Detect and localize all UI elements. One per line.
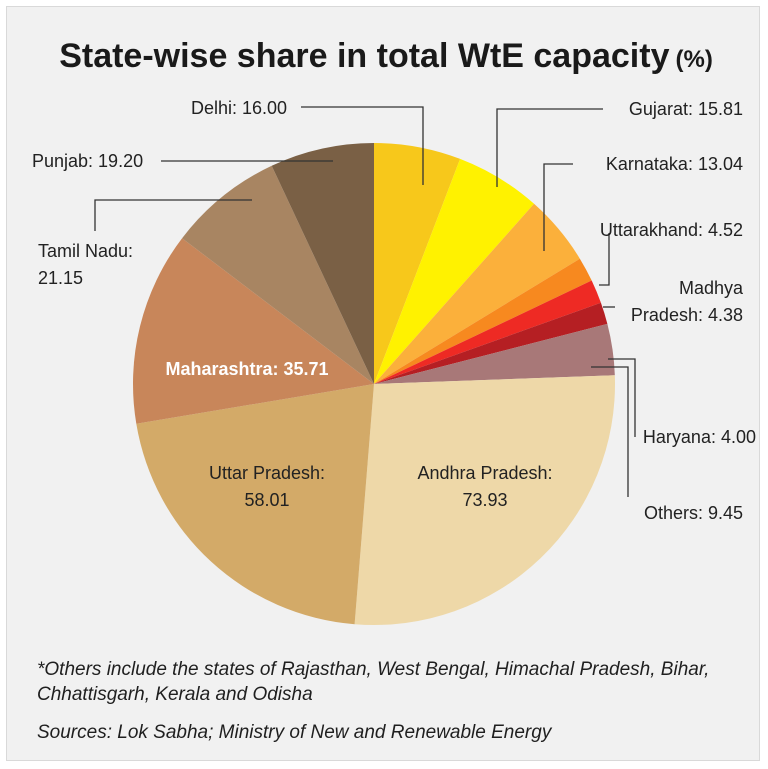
slice-label-line: 58.01 <box>244 490 289 510</box>
pie-slice-andhra-pradesh <box>354 375 616 626</box>
slice-label-uttar-pradesh: Uttar Pradesh: 58.01 <box>209 463 325 510</box>
slice-label-haryana: Haryana: 4.00 <box>643 427 756 447</box>
slice-label-line: Andhra Pradesh: <box>417 463 552 483</box>
chart-title: State-wise share in total WtE capacity <box>59 37 669 75</box>
leader-line-others <box>591 366 629 497</box>
slice-label-line: Uttar Pradesh: <box>209 463 325 483</box>
slice-label-maharashtra: Maharashtra: 35.71 <box>165 359 328 379</box>
pie-slice-uttarakhand <box>374 258 592 384</box>
slice-labels: Delhi: 16.00 Gujarat: 15.81 Karnataka: 13.… <box>32 98 756 523</box>
chart-title-group: State-wise share in total WtE capacity (%… <box>59 37 713 75</box>
pie-slice-haryana <box>374 302 608 384</box>
pie-slices <box>132 143 616 626</box>
slice-label-line: 21.15 <box>38 268 83 288</box>
leader-lines <box>94 106 636 497</box>
leader-line-karnataka <box>543 163 573 251</box>
slice-label-line: 73.93 <box>462 490 507 510</box>
slice-label-others: Others: 9.45 <box>644 503 743 523</box>
leader-line-delhi <box>301 106 424 185</box>
slice-label-punjab: Punjab: 19.20 <box>32 151 143 171</box>
slice-label-andhra-pradesh: Andhra Pradesh: 73.93 <box>417 463 552 510</box>
slice-label-delhi: Delhi: 16.00 <box>191 98 287 118</box>
slice-label-line: Tamil Nadu: <box>38 241 133 261</box>
footnote: *Others include the states of Rajasthan,… <box>37 659 710 705</box>
leader-line-uttarakhand <box>599 233 610 286</box>
slice-label-uttarakhand: Uttarakhand: 4.52 <box>600 220 743 240</box>
pie-slice-maharashtra <box>132 238 374 424</box>
slice-label-line: Pradesh: 4.38 <box>631 305 743 325</box>
slice-label-line: Madhya <box>679 278 744 298</box>
pie-slice-punjab <box>271 143 374 384</box>
pie-slice-madhya-pradesh <box>374 280 601 384</box>
chart-frame: State-wise share in total WtE capacity (%… <box>6 6 760 761</box>
slice-label-karnataka: Karnataka: 13.04 <box>606 154 743 174</box>
leader-line-tamil-nadu <box>94 199 252 231</box>
pie-slice-others <box>374 323 615 384</box>
pie-slice-uttar-pradesh <box>136 384 374 625</box>
pie-slice-delhi <box>374 143 461 384</box>
slice-label-madhya-pradesh: Madhya Pradesh: 4.38 <box>631 278 744 325</box>
pie-slice-gujarat <box>374 158 535 384</box>
leader-line-gujarat <box>496 108 603 187</box>
pie-chart: State-wise share in total WtE capacity (%… <box>32 37 756 626</box>
source-note: Sources: Lok Sabha; Ministry of New and … <box>37 722 552 743</box>
slice-label-gujarat: Gujarat: 15.81 <box>629 99 743 119</box>
slice-label-tamil-nadu: Tamil Nadu: 21.15 <box>38 241 133 288</box>
pie-slice-tamil-nadu <box>182 165 374 384</box>
leader-line-haryana <box>608 358 636 437</box>
pie-slice-karnataka <box>374 203 580 384</box>
chart-title-unit: (%) <box>675 46 712 73</box>
